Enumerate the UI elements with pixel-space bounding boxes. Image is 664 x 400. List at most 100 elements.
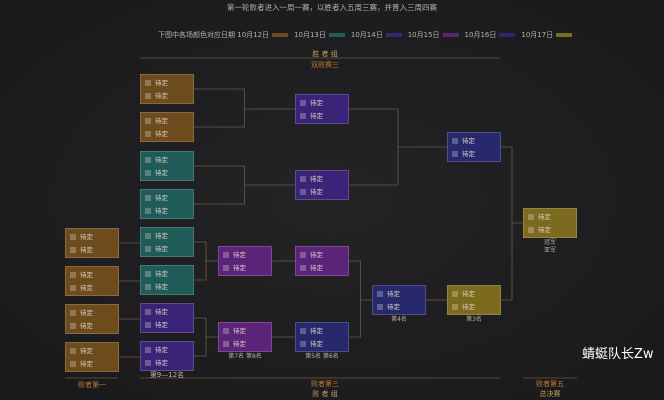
team-name: 待定	[310, 327, 323, 335]
team-icon	[300, 189, 306, 195]
legend-swatch	[328, 33, 345, 37]
team-name: 待定	[233, 327, 246, 335]
rank-label: 第9—12名	[149, 371, 185, 379]
team-name: 待定	[80, 233, 93, 241]
team-name: 待定	[310, 264, 323, 272]
legend-date: 10月12日	[237, 31, 270, 39]
connector	[194, 241, 207, 261]
slot: 待定	[145, 358, 168, 369]
slot: 待定	[377, 302, 400, 313]
team-icon	[452, 138, 458, 144]
team-name: 待定	[462, 150, 475, 158]
team-icon	[300, 265, 306, 271]
team-icon	[145, 80, 151, 86]
match-box: 待定 待定	[65, 342, 119, 372]
round-label: 败者第五	[536, 380, 564, 388]
slot: 待定	[145, 155, 168, 166]
match-box: 待定 待定	[140, 265, 194, 295]
match-box: 待定 待定	[140, 227, 194, 257]
team-name: 待定	[155, 79, 168, 87]
team-name: 待定	[310, 175, 323, 183]
slot: 待定	[145, 307, 168, 318]
match-box: 待定 待定	[295, 94, 349, 124]
team-name: 待定	[155, 194, 168, 202]
team-icon	[377, 291, 383, 297]
match-box: 待定 待定	[140, 341, 194, 371]
match-box: 待定 待定	[140, 74, 194, 104]
slot: 待定	[145, 129, 168, 140]
slot: 待定	[300, 250, 323, 261]
team-icon	[70, 247, 76, 253]
slot: 待定	[300, 174, 323, 185]
team-name: 待定	[155, 92, 168, 100]
team-name: 待定	[233, 251, 246, 259]
team-icon	[145, 93, 151, 99]
connector	[194, 337, 207, 357]
team-name: 待定	[155, 207, 168, 215]
slot: 待定	[145, 78, 168, 89]
legend-swatch	[556, 33, 573, 37]
team-icon	[223, 328, 229, 334]
rank-label: 冠军	[543, 239, 556, 246]
slot: 待定	[145, 320, 168, 331]
legend-date: 10月14日	[350, 31, 383, 39]
team-name: 待定	[155, 232, 168, 240]
slot: 待定	[452, 302, 475, 313]
slot: 待定	[223, 339, 246, 350]
connector	[194, 261, 207, 281]
slot: 待定	[70, 359, 93, 370]
team-name: 待定	[80, 347, 93, 355]
team-icon	[145, 195, 151, 201]
team-icon	[223, 341, 229, 347]
team-icon	[70, 234, 76, 240]
team-name: 待定	[80, 322, 93, 330]
slot: 待定	[452, 136, 475, 147]
team-icon	[145, 118, 151, 124]
team-name: 待定	[310, 251, 323, 259]
slot: 待定	[70, 321, 93, 332]
slot: 待定	[145, 193, 168, 204]
slot: 待定	[145, 269, 168, 280]
team-icon	[300, 341, 306, 347]
match-box: 待定 待定	[140, 189, 194, 219]
note: 第一轮败者进入一周一赛，以胜者入五周三赛，并晋入三周四赛	[227, 3, 437, 12]
connector	[501, 223, 513, 301]
team-name: 待定	[387, 303, 400, 311]
connector	[194, 109, 245, 128]
connector	[194, 185, 245, 205]
team-icon	[145, 271, 151, 277]
team-icon	[70, 310, 76, 316]
match-box: 待定 待定	[218, 246, 272, 276]
connector	[349, 300, 361, 338]
slot: 待定	[145, 282, 168, 293]
slot: 待定	[70, 232, 93, 243]
rank-label: 亚军	[543, 247, 556, 254]
slot: 待定	[300, 98, 323, 109]
round-label: 败者第三	[311, 380, 339, 388]
team-icon	[145, 322, 151, 328]
round-label: 败者第一	[78, 381, 106, 389]
team-icon	[145, 170, 151, 176]
slot: 待定	[300, 187, 323, 198]
team-name: 待定	[155, 270, 168, 278]
team-icon	[145, 309, 151, 315]
match-box: 待定 待定	[372, 285, 426, 315]
team-icon	[145, 131, 151, 137]
slot: 待定	[70, 270, 93, 281]
team-icon	[70, 361, 76, 367]
group-label: 败 者 组	[312, 390, 338, 398]
team-name: 待定	[80, 284, 93, 292]
team-name: 待定	[310, 340, 323, 348]
slot: 待定	[145, 91, 168, 102]
connector	[194, 317, 207, 337]
match-box: 待定 待定	[140, 112, 194, 142]
team-icon	[377, 304, 383, 310]
team-name: 待定	[80, 360, 93, 368]
slot: 待定	[145, 244, 168, 255]
team-name: 待定	[80, 309, 93, 317]
match-box: 待定 待定	[140, 151, 194, 181]
connector	[501, 146, 513, 223]
team-name: 待定	[538, 226, 551, 234]
